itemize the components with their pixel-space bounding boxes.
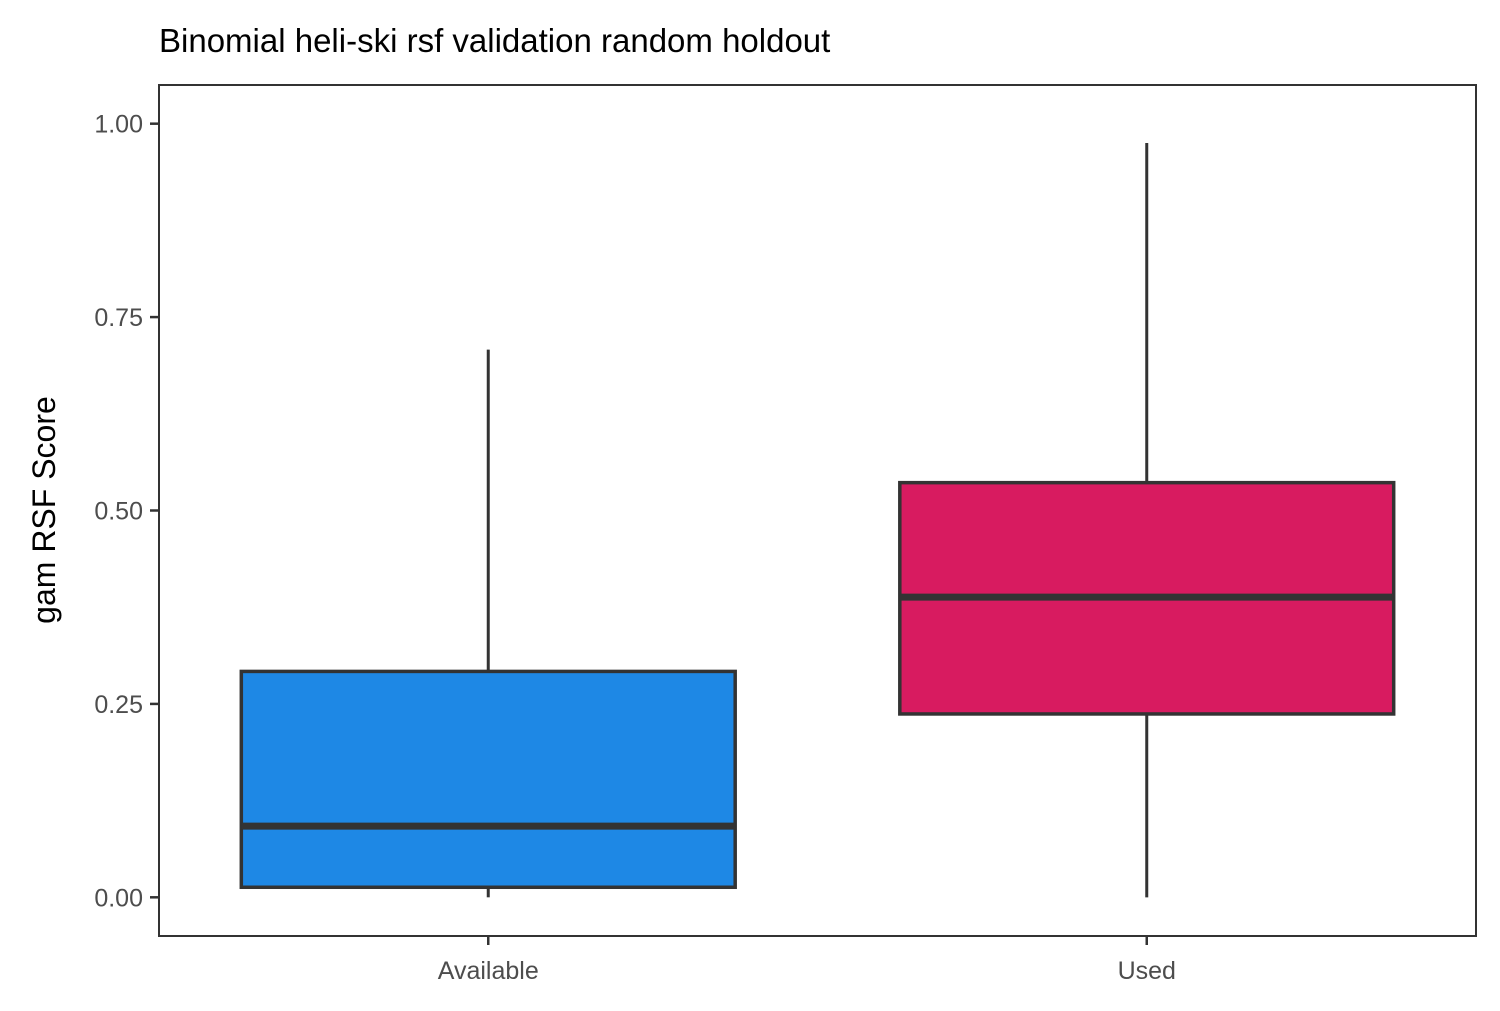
- x-tick-label: Available: [438, 957, 539, 985]
- y-tick-label: 0.75: [94, 304, 143, 332]
- y-tick-label: 0.50: [94, 498, 143, 526]
- y-tick-label: 0.00: [94, 884, 143, 912]
- y-tick-label: 0.25: [94, 691, 143, 719]
- box-available: [239, 669, 737, 890]
- chart-title: Binomial heli-ski rsf validation random …: [159, 22, 830, 59]
- y-axis-title: gam RSF Score: [26, 396, 62, 624]
- y-tick-label: 1.00: [94, 111, 143, 139]
- x-tick-label: Used: [1118, 957, 1176, 985]
